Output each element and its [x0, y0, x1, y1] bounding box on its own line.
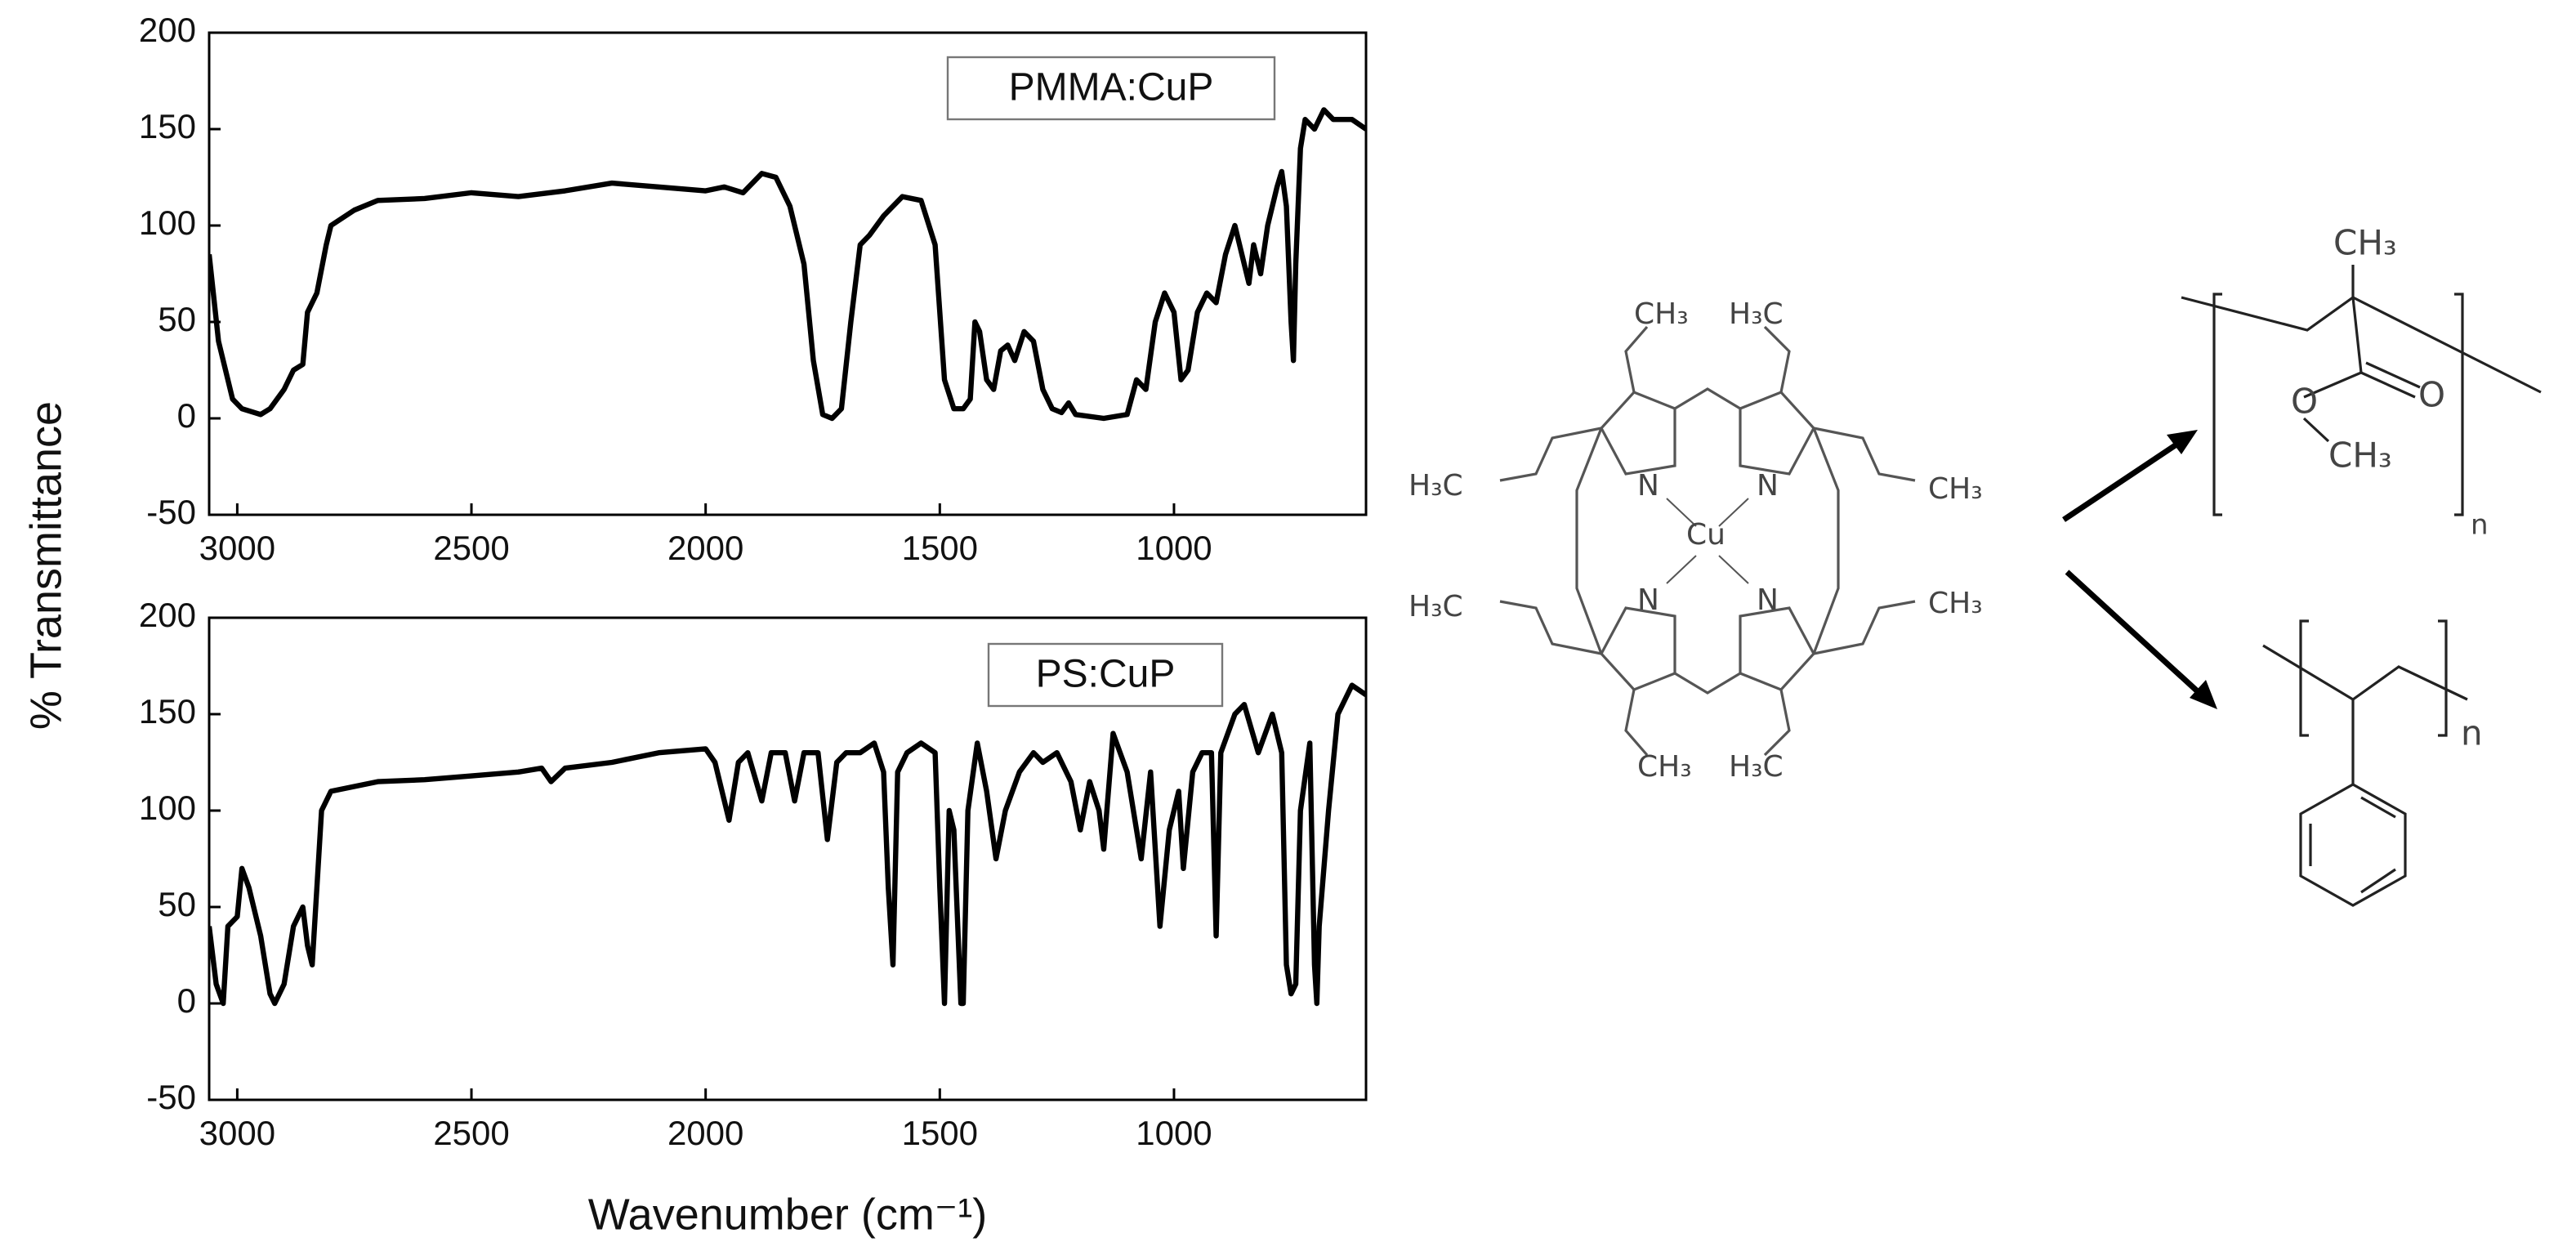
chem-label: N — [1757, 469, 1779, 503]
x-tick-label: 2000 — [667, 1114, 743, 1152]
arrow — [2065, 570, 2203, 697]
chem-label: H₃C — [1409, 590, 1463, 623]
x-tick-label: 1500 — [902, 529, 978, 567]
x-tick-label: 2000 — [667, 529, 743, 567]
chem-label: N — [1757, 583, 1779, 617]
arrow-head — [2190, 680, 2217, 709]
x-tick-label: 2500 — [433, 1114, 509, 1152]
y-tick-label: 0 — [177, 396, 196, 435]
pmma-bonds — [2181, 265, 2542, 516]
y-tick-label: 100 — [139, 203, 196, 242]
chem-label: CH₃ — [2328, 436, 2392, 476]
chem-label: CH₃ — [1634, 297, 1689, 331]
chem-label: CH₃ — [1928, 472, 1983, 506]
y-tick-label: 50 — [158, 300, 196, 338]
x-axis-label: Wavenumber (cm⁻¹) — [588, 1190, 988, 1239]
x-tick-label: 1500 — [902, 1114, 978, 1152]
y-tick-label: 150 — [139, 692, 196, 731]
x-tick-label: 3000 — [199, 1114, 275, 1152]
plot-frame — [208, 31, 1368, 516]
y-tick-label: 50 — [158, 885, 196, 923]
chem-label: Cu — [1686, 518, 1726, 552]
chem-label: CH₃ — [2333, 223, 2397, 263]
chem-label: CH₃ — [1928, 587, 1983, 620]
chem-label: N — [1637, 469, 1659, 503]
ps-bonds — [2262, 619, 2468, 907]
x-tick-label: 1000 — [1136, 1114, 1212, 1152]
y-tick-label: 200 — [139, 11, 196, 49]
y-tick-label: 100 — [139, 789, 196, 827]
y-tick-label: 200 — [139, 596, 196, 634]
chem-label: H₃C — [1729, 297, 1784, 331]
plot-frame — [208, 616, 1368, 1101]
chem-label: O — [2291, 382, 2318, 422]
chem-label: H₃C — [1729, 750, 1784, 784]
spectrum-line — [209, 682, 1366, 1007]
y-tick-label: 150 — [139, 107, 196, 145]
legend-label: PMMA:CuP — [1009, 66, 1214, 109]
legend-box — [987, 642, 1224, 708]
chem-label: O — [2418, 375, 2445, 415]
arrow — [2062, 439, 2183, 522]
y-axis-label: % Transmittance — [21, 401, 70, 730]
x-tick-label: 1000 — [1136, 529, 1212, 567]
chem-label: N — [1637, 583, 1659, 617]
y-tick-label: -50 — [146, 1078, 196, 1116]
y-tick-label: 0 — [177, 981, 196, 1020]
x-tick-label: 3000 — [199, 529, 275, 567]
y-tick-label: -50 — [146, 493, 196, 531]
x-tick-label: 2500 — [433, 529, 509, 567]
arrow-head — [2167, 430, 2198, 454]
legend-box — [946, 56, 1276, 121]
spectrum-line — [209, 107, 1366, 422]
arrows — [2062, 430, 2217, 709]
legend-label: PS:CuP — [1036, 653, 1176, 696]
porphyrin-bonds — [1499, 325, 1916, 757]
structures: CH₃ H₃C H₃C N N CH₃ Cu H₃C N N CH₃ CH₃ H… — [1409, 223, 2542, 907]
chem-label: n — [2471, 509, 2489, 542]
chem-label: CH₃ — [1637, 750, 1692, 784]
chem-label: H₃C — [1409, 469, 1463, 503]
chem-label: n — [2461, 713, 2483, 753]
